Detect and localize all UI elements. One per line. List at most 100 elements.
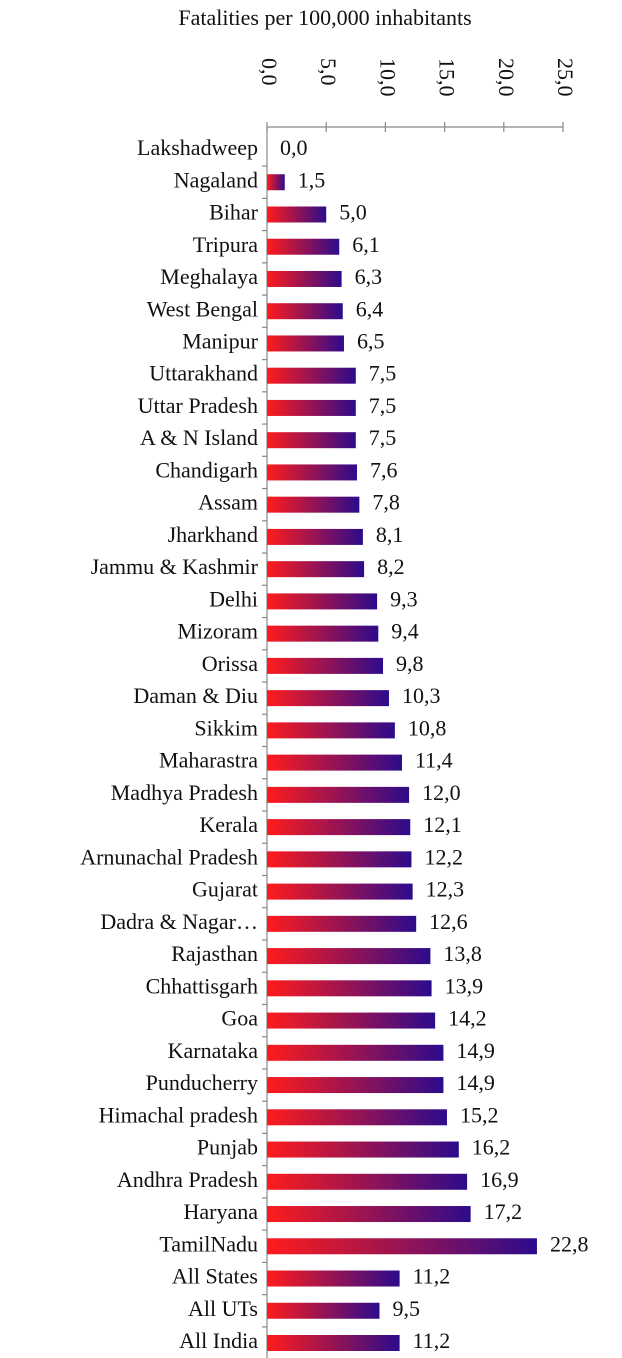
y-tick-label: Karnataka [168, 1038, 259, 1063]
value-label: 13,8 [443, 941, 482, 966]
x-tick-label: 10,0 [375, 58, 400, 97]
y-tick-label: TamilNadu [159, 1231, 258, 1256]
value-label: 7,5 [369, 393, 397, 418]
value-label: 12,3 [426, 877, 465, 902]
y-tick-label: Uttar Pradesh [138, 393, 258, 418]
bar [267, 270, 342, 287]
y-tick-label: Chhattisgarh [146, 973, 258, 998]
bar [267, 819, 411, 836]
bar [267, 1044, 444, 1061]
bar [267, 948, 431, 965]
value-label: 11,2 [413, 1264, 451, 1289]
x-tick-label: 5,0 [316, 58, 341, 86]
y-tick-label: All India [179, 1328, 258, 1353]
value-label: 22,8 [550, 1231, 589, 1256]
bar [267, 464, 357, 481]
value-label: 16,9 [480, 1167, 519, 1192]
y-tick-label: Gujarat [192, 877, 258, 902]
bar [267, 1173, 468, 1190]
bar [267, 786, 410, 803]
bar [267, 1109, 447, 1126]
y-tick-label: Tripura [193, 232, 258, 257]
bar [267, 1077, 444, 1094]
bar [267, 1141, 459, 1158]
bar [267, 754, 402, 771]
value-label: 12,2 [424, 844, 463, 869]
y-tick-label: Jammu & Kashmir [91, 554, 259, 579]
bar [267, 399, 356, 416]
y-tick-label: Rajasthan [171, 941, 258, 966]
bar [267, 432, 356, 449]
y-tick-label: Bihar [209, 200, 259, 225]
value-label: 12,6 [429, 909, 468, 934]
y-tick-label: Goa [221, 1006, 258, 1031]
y-tick-label: Haryana [183, 1199, 258, 1224]
x-tick-label: 20,0 [494, 58, 519, 97]
y-tick-label: A & N Island [140, 425, 258, 450]
value-label: 6,1 [352, 232, 380, 257]
bar [267, 1206, 471, 1223]
value-label: 5,0 [339, 200, 367, 225]
value-label: 14,2 [448, 1006, 487, 1031]
value-label: 14,9 [456, 1038, 495, 1063]
y-tick-label: Assam [198, 490, 258, 515]
value-label: 8,2 [377, 554, 405, 579]
value-label: 11,4 [415, 748, 453, 773]
y-tick-label: Himachal pradesh [99, 1102, 258, 1127]
y-tick-label: Meghalaya [160, 264, 258, 289]
y-tick-label: Arnunachal Pradesh [80, 844, 258, 869]
value-label: 9,8 [396, 651, 424, 676]
value-label: 0,0 [280, 135, 308, 160]
y-tick-label: Chandigarh [155, 457, 258, 482]
bar [267, 883, 413, 900]
y-tick-label: Andhra Pradesh [117, 1167, 258, 1192]
x-tick-label: 25,0 [553, 58, 578, 97]
bar [267, 335, 344, 352]
y-tick-label: Jharkhand [168, 522, 258, 547]
bar [267, 174, 285, 191]
y-tick-label: Orissa [202, 651, 258, 676]
value-label: 9,4 [391, 619, 419, 644]
y-tick-label: Punducherry [146, 1070, 258, 1095]
y-tick-label: Sikkim [194, 715, 258, 740]
value-label: 10,3 [402, 683, 441, 708]
y-tick-label: Lakshadweep [137, 135, 258, 160]
value-label: 1,5 [298, 167, 326, 192]
x-tick-label: 15,0 [435, 58, 460, 97]
value-label: 7,5 [369, 361, 397, 386]
value-label: 10,8 [408, 715, 447, 740]
y-tick-label: Madhya Pradesh [111, 780, 258, 805]
value-label: 6,3 [355, 264, 383, 289]
bar [267, 1335, 400, 1351]
value-label: 7,6 [370, 457, 398, 482]
value-label: 9,3 [390, 586, 418, 611]
bar [267, 722, 395, 739]
bar [267, 367, 356, 384]
value-label: 7,8 [372, 490, 400, 515]
bar [267, 496, 360, 513]
bar [267, 690, 389, 707]
y-tick-label: All States [172, 1264, 258, 1289]
y-tick-label: Manipur [182, 329, 258, 354]
bar [267, 561, 365, 578]
value-label: 17,2 [484, 1199, 523, 1224]
bar [267, 851, 412, 868]
bar [267, 915, 417, 932]
y-tick-label: Nagaland [174, 167, 258, 192]
y-tick-label: Punjab [197, 1135, 258, 1160]
bar [267, 1238, 537, 1255]
bar [267, 1270, 400, 1287]
y-tick-label: Delhi [209, 586, 258, 611]
y-tick-label: Maharastra [159, 748, 258, 773]
value-label: 12,0 [422, 780, 461, 805]
value-label: 14,9 [456, 1070, 495, 1095]
value-label: 12,1 [423, 812, 462, 837]
value-label: 8,1 [376, 522, 404, 547]
y-tick-label: Kerala [199, 812, 258, 837]
bar [267, 980, 432, 997]
bar [267, 528, 363, 545]
value-label: 6,4 [356, 296, 384, 321]
bar [267, 1012, 436, 1029]
bar [267, 593, 378, 610]
bar [267, 625, 379, 642]
